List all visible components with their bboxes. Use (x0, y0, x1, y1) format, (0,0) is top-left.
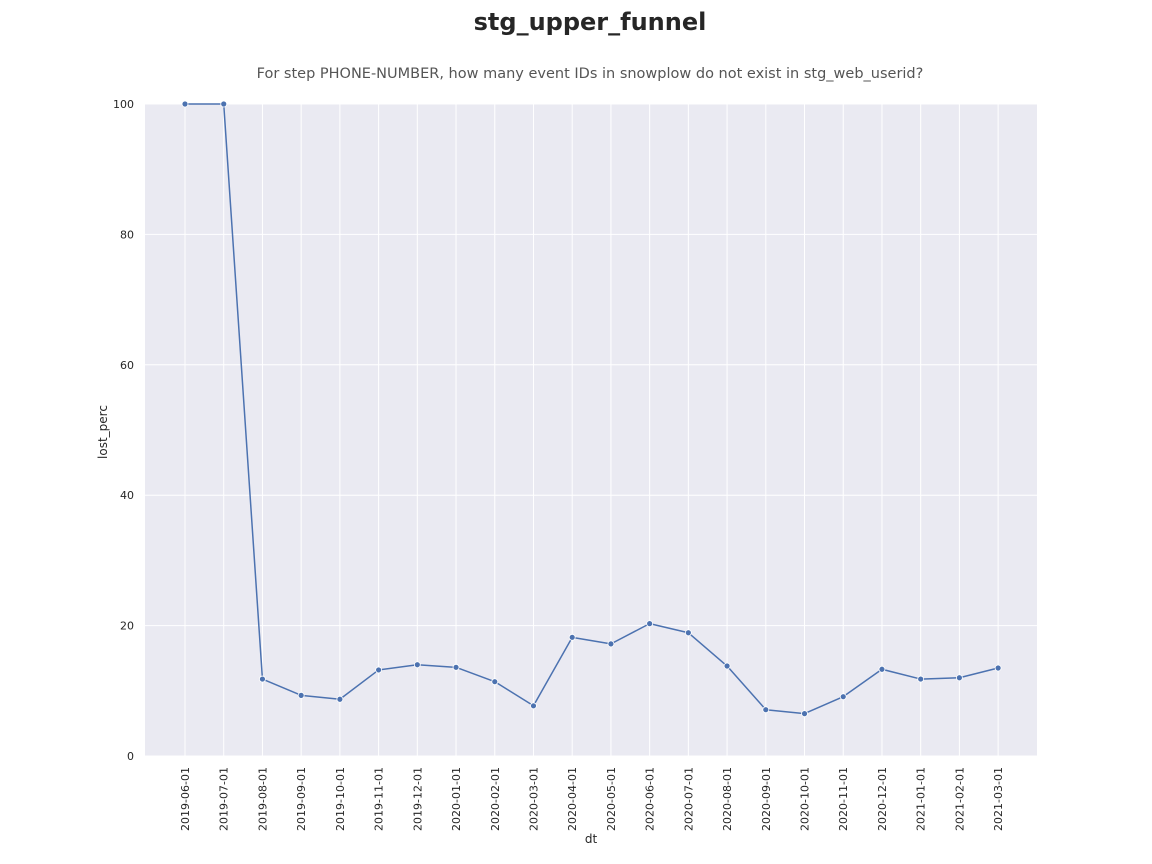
x-tick-label: 2020-10-01 (799, 767, 812, 831)
x-tick-label: 2019-12-01 (411, 767, 424, 831)
data-point (956, 674, 963, 682)
data-point (878, 665, 886, 673)
y-axis-label: lost_perc (96, 405, 110, 459)
x-tick-label: 2020-06-01 (644, 767, 657, 831)
x-tick-label: 2020-03-01 (527, 767, 540, 831)
data-point (452, 663, 460, 671)
x-tick-label: 2019-09-01 (295, 767, 308, 831)
data-point (917, 675, 925, 683)
x-tick-label: 2021-01-01 (915, 767, 928, 831)
y-tick-label: 60 (120, 359, 134, 372)
y-tick-label: 0 (127, 750, 134, 763)
x-tick-label: 2020-08-01 (721, 767, 734, 831)
data-point (646, 620, 654, 628)
grid-lines (145, 103, 1037, 757)
series-line (185, 103, 999, 715)
x-tick-label: 2019-06-01 (179, 767, 192, 831)
y-axis-ticks: 0 20 40 60 80 100 (113, 98, 134, 763)
x-tick-label: 2021-03-01 (992, 767, 1005, 831)
x-tick-label: 2020-02-01 (489, 767, 502, 831)
data-point (994, 664, 1002, 672)
data-point (839, 693, 847, 701)
data-point (684, 629, 692, 637)
data-point (181, 100, 189, 108)
data-point (336, 695, 344, 703)
x-tick-label: 2019-11-01 (373, 767, 386, 831)
y-tick-label: 100 (113, 98, 134, 111)
x-tick-label: 2020-01-01 (450, 767, 463, 831)
data-point (491, 678, 499, 686)
y-tick-label: 20 (120, 620, 134, 633)
x-tick-label: 2020-09-01 (760, 767, 773, 831)
data-point (723, 662, 731, 670)
x-tick-label: 2020-07-01 (682, 767, 695, 831)
x-tick-label: 2021-02-01 (953, 767, 966, 831)
data-point (568, 633, 576, 641)
series-layer (181, 100, 1002, 718)
data-point (530, 702, 537, 710)
data-point (375, 666, 383, 674)
chart-subtitle: For step PHONE-NUMBER, how many event ID… (256, 66, 924, 82)
x-tick-label: 2019-10-01 (334, 767, 347, 831)
y-tick-label: 80 (120, 228, 134, 241)
x-axis-label: dt (585, 832, 598, 846)
data-point (220, 100, 228, 108)
x-tick-label: 2020-12-01 (876, 767, 889, 831)
data-point (297, 691, 305, 699)
x-tick-label: 2019-08-01 (256, 767, 269, 831)
plot-area (145, 104, 1037, 756)
data-point (259, 675, 266, 683)
chart-title: stg_upper_funnel (473, 8, 707, 36)
data-point (801, 710, 808, 718)
x-tick-label: 2020-11-01 (837, 767, 850, 831)
x-tick-label: 2020-04-01 (566, 767, 579, 831)
x-tick-label: 2020-05-01 (605, 767, 618, 831)
data-point (607, 640, 615, 648)
data-point (762, 706, 770, 714)
x-tick-label: 2019-07-01 (218, 767, 231, 831)
y-tick-label: 40 (120, 489, 134, 502)
data-point (413, 661, 421, 669)
x-axis-ticks: 2019-06-01 2019-07-01 2019-08-01 2019-09-01… (179, 767, 1005, 831)
